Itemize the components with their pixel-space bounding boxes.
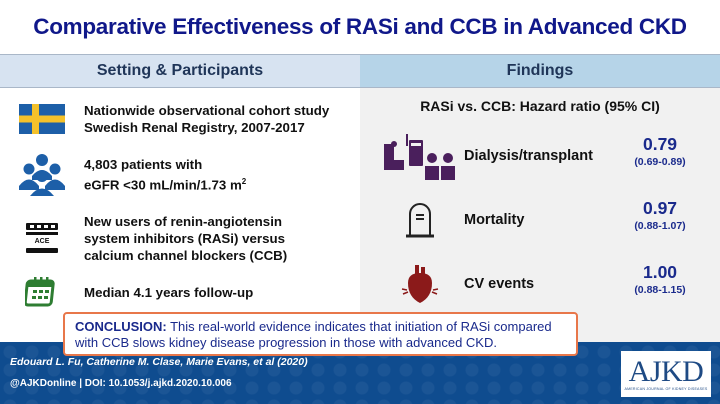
page-title: Comparative Effectiveness of RASi and CC… [0, 0, 720, 54]
heart-icon [360, 256, 480, 312]
section-header-setting: Setting & Participants [0, 54, 360, 88]
setting-item-followup: Median 4.1 years follow-up [0, 272, 360, 312]
setting-item-patients: 4,803 patients with eGFR <30 mL/min/1.73… [0, 150, 360, 200]
calendar-icon [0, 276, 84, 308]
sweden-flag-icon [0, 104, 84, 134]
dialysis-transplant-icon [360, 128, 480, 184]
ajkd-logo: AJKD AMERICAN JOURNAL OF KIDNEY DISEASES [621, 351, 711, 397]
setting-panel: Nationwide observational cohort study Sw… [0, 88, 360, 342]
finding-row-dialysis: Dialysis/transplant 0.79 (0.69-0.89) [360, 128, 720, 184]
citation-doi: @AJKDonline | DOI: 10.1053/j.ajkd.2020.1… [10, 378, 232, 389]
conclusion-text: This real-world evidence indicates that … [75, 319, 552, 350]
ace-pill-pack-icon: ACE [0, 223, 84, 253]
findings-subtitle: RASi vs. CCB: Hazard ratio (95% CI) [420, 98, 660, 114]
conclusion-box: CONCLUSION: This real-world evidence ind… [63, 312, 578, 356]
finding-row-mortality: Mortality 0.97 (0.88-1.07) [360, 192, 720, 248]
tombstone-icon [360, 192, 480, 248]
findings-panel: RASi vs. CCB: Hazard ratio (95% CI) Dial… [360, 88, 720, 342]
people-group-icon [0, 152, 84, 198]
confidence-interval: (0.69-0.89) [634, 156, 686, 168]
hazard-ratio: 1.00 [642, 262, 678, 282]
confidence-interval: (0.88-1.15) [634, 284, 686, 296]
hazard-ratio: 0.79 [642, 134, 678, 154]
setting-item-drugs: ACE New users of renin-angiotensin syste… [0, 210, 360, 266]
finding-row-cv-events: CV events 1.00 (0.88-1.15) [360, 256, 720, 312]
conclusion-label: CONCLUSION: [75, 319, 167, 334]
citation-authors: Edouard L. Fu, Catherine M. Clase, Marie… [10, 356, 308, 368]
hazard-ratio: 0.97 [642, 198, 678, 218]
confidence-interval: (0.88-1.07) [634, 220, 686, 232]
section-header-findings: Findings [360, 54, 720, 88]
setting-item-study: Nationwide observational cohort study Sw… [0, 96, 360, 142]
